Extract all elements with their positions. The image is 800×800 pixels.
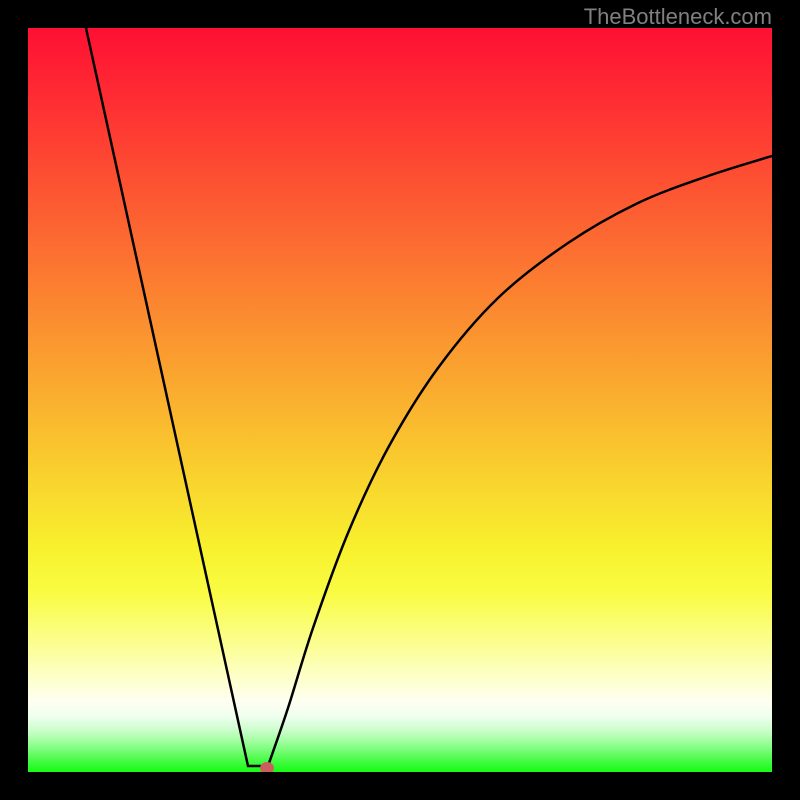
minimum-marker bbox=[260, 762, 274, 772]
plot-area bbox=[28, 28, 772, 772]
bottleneck-curve bbox=[28, 28, 772, 772]
watermark-text: TheBottleneck.com bbox=[584, 4, 772, 30]
